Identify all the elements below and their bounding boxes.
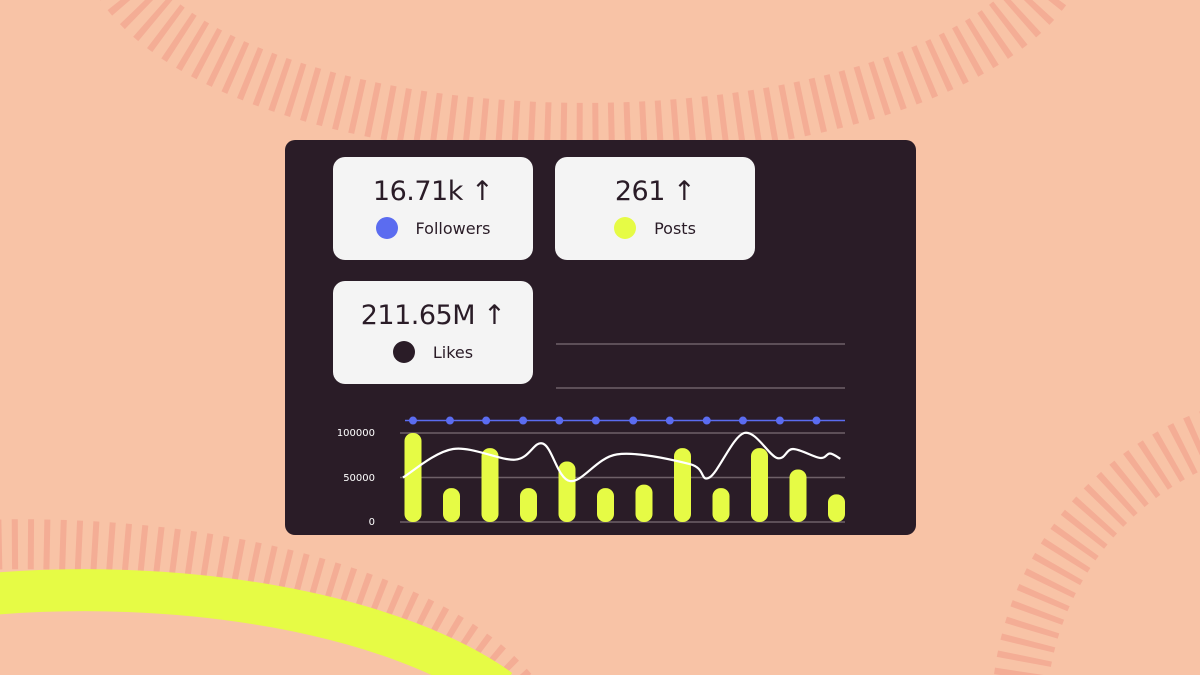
posts-bar xyxy=(520,488,537,522)
followers-dot xyxy=(591,416,600,425)
followers-dot xyxy=(445,416,454,425)
posts-bar xyxy=(712,488,730,522)
followers-dot xyxy=(519,416,528,425)
followers-label: Followers xyxy=(415,218,491,238)
likes-label: Likes xyxy=(432,342,474,362)
posts-value: 261 xyxy=(614,176,666,207)
posts-bar xyxy=(828,494,845,522)
stat-card-followers: 16.71k ↑ Followers xyxy=(333,157,533,260)
stat-card-likes: 211.65M ↑ Likes xyxy=(333,281,533,384)
followers-dot-icon xyxy=(375,217,398,239)
followers-dot xyxy=(775,416,784,425)
followers-dot xyxy=(482,416,491,425)
likes-line xyxy=(402,431,841,483)
arrow-up-icon: ↑ xyxy=(673,176,696,207)
likes-dot-icon xyxy=(392,341,415,363)
posts-dot-icon xyxy=(614,217,637,239)
y-tick-label: 0 xyxy=(369,517,375,528)
posts-bar xyxy=(751,448,768,522)
posts-label: Posts xyxy=(654,218,696,238)
posts-bar xyxy=(443,488,460,522)
followers-dot xyxy=(812,416,821,425)
stat-card-posts: 261 ↑ Posts xyxy=(555,157,755,260)
posts-bar xyxy=(674,448,691,522)
followers-dot xyxy=(665,416,674,425)
followers-dot xyxy=(702,416,711,425)
arrow-up-icon: ↑ xyxy=(470,176,494,207)
posts-bar xyxy=(558,461,576,522)
dashboard-panel: 16.71k ↑ Followers 261 ↑ Posts 211.65M ↑… xyxy=(285,140,916,535)
likes-value: 211.65M xyxy=(360,300,476,331)
followers-dot xyxy=(629,416,638,425)
posts-bar xyxy=(597,488,614,522)
posts-bar xyxy=(404,433,422,522)
followers-dot xyxy=(738,416,747,425)
followers-dot xyxy=(409,416,417,425)
y-tick-label: 50000 xyxy=(343,473,375,484)
arrow-up-icon: ↑ xyxy=(483,300,506,331)
posts-bar xyxy=(789,469,807,522)
followers-value: 16.71k xyxy=(372,176,463,207)
posts-bar xyxy=(481,448,499,522)
followers-dot xyxy=(555,416,564,425)
chart: 100000 50000 0 xyxy=(337,343,845,528)
posts-bar xyxy=(635,484,653,522)
y-tick-label: 100000 xyxy=(337,428,375,439)
